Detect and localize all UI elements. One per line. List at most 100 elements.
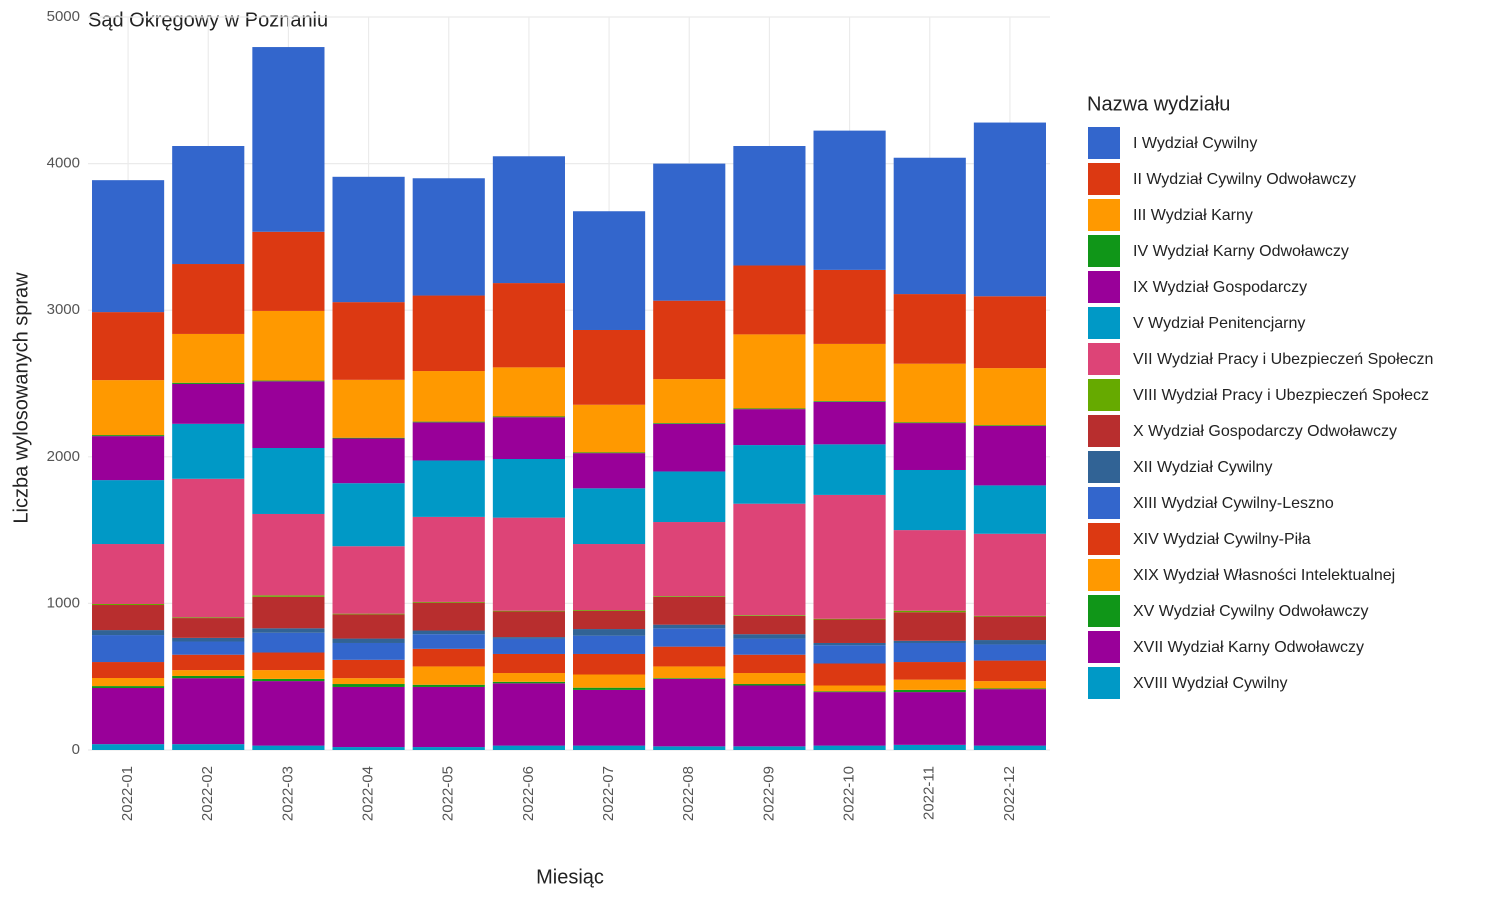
bar-segment <box>653 163 726 301</box>
bar-segment <box>973 689 1046 746</box>
bar-segment <box>573 453 646 489</box>
x-tick-label: 2022-06 <box>520 766 537 821</box>
legend-label: XVIII Wydział Cywilny <box>1133 675 1288 692</box>
bar-segment <box>92 744 165 750</box>
x-tick-label: 2022-08 <box>680 766 697 821</box>
bar-segment <box>172 618 245 638</box>
bar-segment <box>653 628 726 647</box>
legend-label: VIII Wydział Pracy i Ubezpieczeń Społecz <box>1133 387 1429 404</box>
bar-segment <box>172 146 245 265</box>
bar-segment <box>973 296 1046 369</box>
bar-segment <box>653 379 726 424</box>
bar-segment <box>252 381 325 449</box>
bar-segment <box>733 654 806 674</box>
x-tick-label: 2022-02 <box>199 766 216 821</box>
x-tick-label: 2022-04 <box>360 766 377 821</box>
bar-segment <box>412 602 485 631</box>
x-tick-label: 2022-09 <box>760 766 777 821</box>
legend-label: XVII Wydział Karny Odwoławczy <box>1133 639 1364 656</box>
legend-label: XIX Wydział Własności Intelektualnej <box>1133 567 1395 584</box>
bar-segment <box>653 471 726 523</box>
bar-segment <box>813 619 886 643</box>
bar-segment <box>252 595 325 597</box>
bar-segment <box>893 530 966 611</box>
bar-segment <box>573 689 646 746</box>
bar-segment <box>573 653 646 675</box>
legend-label: III Wydział Karny <box>1133 207 1253 224</box>
bar-segment <box>172 670 245 676</box>
legend-label: II Wydział Cywilny Odwoławczy <box>1133 171 1356 188</box>
legend-label: IX Wydział Gospodarczy <box>1133 279 1307 296</box>
bar-segment <box>733 746 806 750</box>
bar-segment <box>252 47 325 232</box>
legend-label: XIV Wydział Cywilny-Piła <box>1133 531 1311 548</box>
bar-segment <box>492 637 565 639</box>
bar-segment <box>893 157 966 295</box>
bar-segment <box>412 634 485 649</box>
bar-segment <box>172 382 245 384</box>
bar-segment <box>332 747 405 750</box>
x-tick-label: 2022-05 <box>440 766 457 821</box>
bar-segment <box>653 678 726 747</box>
bar-segment <box>653 522 726 597</box>
x-tick-label: 2022-11 <box>921 766 938 820</box>
legend-label: XIII Wydział Cywilny-Leszno <box>1133 495 1334 512</box>
bar-segment <box>252 681 325 746</box>
bar-segment <box>653 596 726 597</box>
bar-segment <box>893 294 966 364</box>
x-tick-label: 2022-12 <box>1001 766 1018 821</box>
bar-segment <box>172 641 245 655</box>
bar-segment <box>92 380 165 436</box>
bar-segment <box>973 681 1046 689</box>
bar-segment <box>172 617 245 619</box>
bar-segment <box>573 687 646 690</box>
bar-segment <box>332 438 405 484</box>
bar-segment <box>92 544 165 604</box>
bar-segment <box>893 744 966 750</box>
bar-segment <box>733 445 806 504</box>
bar-segment <box>893 679 966 690</box>
bar-segment <box>332 686 405 748</box>
bar-segment <box>733 408 806 410</box>
bar-segment <box>653 678 726 679</box>
bar-segment <box>92 480 165 545</box>
bar-segment <box>733 634 806 639</box>
bar-segment <box>893 642 966 663</box>
bar-segment <box>813 685 886 692</box>
bar-segment <box>332 684 405 687</box>
x-tick-label: 2022-01 <box>119 766 136 821</box>
y-tick-label: 4000 <box>47 155 80 172</box>
bar-segment <box>412 371 485 422</box>
bar-segment <box>172 675 245 679</box>
x-axis-label: Miesiąc <box>536 866 604 888</box>
legend-key <box>1088 415 1120 447</box>
bar-segment <box>813 269 886 344</box>
bar-segment <box>573 609 646 611</box>
bar-segment <box>492 156 565 284</box>
bar-segment <box>653 746 726 750</box>
y-tick-label: 5000 <box>47 8 80 25</box>
legend-key <box>1088 487 1120 519</box>
bar-segment <box>492 458 565 518</box>
bar-segment <box>492 611 565 638</box>
bar-segment <box>733 615 806 635</box>
bar-segment <box>492 417 565 459</box>
bar-segment <box>733 265 806 335</box>
bar-segment <box>252 380 325 382</box>
bar-segment <box>573 544 646 610</box>
bar-segment <box>252 231 325 311</box>
legend-key <box>1088 307 1120 339</box>
y-tick-label: 2000 <box>47 448 80 465</box>
x-tick-label: 2022-07 <box>600 766 617 821</box>
bar-segment <box>813 663 886 686</box>
bar-segment <box>252 310 325 381</box>
bar-segment <box>92 678 165 687</box>
bar-segment <box>252 745 325 750</box>
bar-segment <box>893 662 966 680</box>
bar-segment <box>973 533 1046 616</box>
bar-segment <box>733 503 806 616</box>
bar-segment <box>412 686 485 748</box>
bar-segment <box>893 363 966 423</box>
y-tick-label: 1000 <box>47 594 80 611</box>
